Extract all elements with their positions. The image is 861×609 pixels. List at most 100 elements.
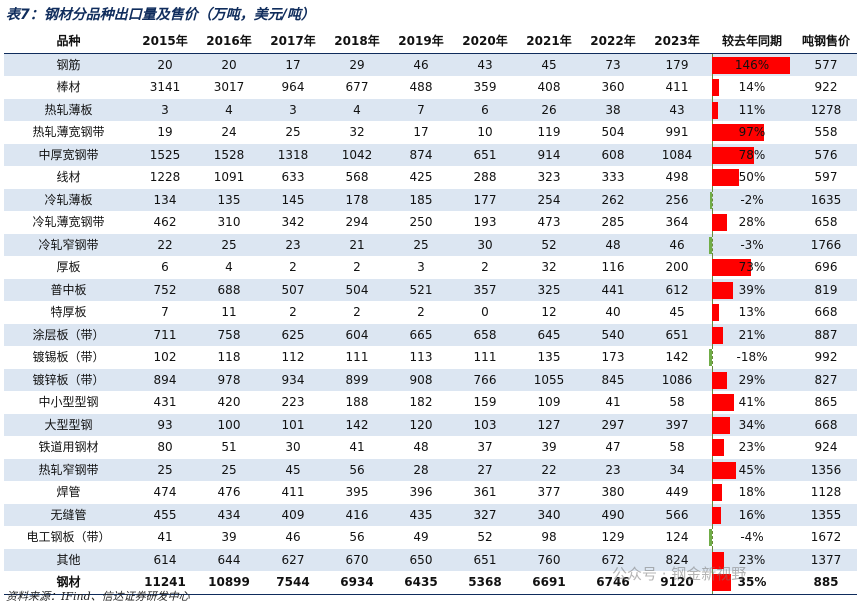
yoy-cell: 39%: [709, 278, 795, 301]
year-value-cell: 11241: [133, 571, 197, 595]
product-name-cell: 冷轧薄宽钢带: [32, 215, 105, 230]
yoy-value: -18%: [736, 350, 768, 365]
yoy-bar: [712, 326, 723, 344]
product-name-cell: 大型型钢: [44, 417, 93, 432]
year-value-cell: 73: [605, 57, 621, 72]
year-value-cell: 340: [537, 507, 561, 522]
yoy-bar: [712, 169, 739, 186]
yoy-bar: [712, 79, 719, 96]
year-value-cell: 109: [537, 395, 561, 410]
year-value-cell: 9120: [645, 571, 709, 595]
year-value-cell: 19: [157, 125, 173, 140]
year-value-cell: 425: [409, 170, 433, 185]
year-value-cell: 119: [537, 125, 561, 140]
year-value-cell: 651: [473, 147, 497, 162]
year-value-cell: 2: [289, 305, 297, 320]
yoy-bar: [712, 214, 727, 231]
year-value-cell: 10: [477, 125, 493, 140]
year-value-cell: 6934: [325, 571, 389, 595]
product-name-cell: 涂层板（带）: [32, 327, 105, 342]
product-name-cell: 热轧窄钢带: [38, 462, 99, 477]
year-value-cell: 25: [413, 237, 429, 252]
yoy-bar: [712, 146, 754, 164]
year-value-cell: 670: [345, 552, 369, 567]
year-value-cell: 188: [345, 395, 369, 410]
year-value-cell: 25: [285, 125, 301, 140]
year-value-cell: 395: [345, 485, 369, 500]
year-value-cell: 396: [409, 485, 433, 500]
year-value-cell: 294: [345, 215, 369, 230]
year-value-cell: 142: [345, 417, 369, 432]
year-value-cell: 103: [473, 417, 497, 432]
source-note: 资料来源：IFind、信达证券研发中心: [6, 590, 190, 603]
product-name-cell: 线材: [56, 170, 81, 185]
year-value-cell: 182: [409, 395, 433, 410]
yoy-cell: -2%: [709, 188, 795, 211]
header-cell: 2019年: [389, 30, 453, 54]
year-value-cell: 193: [473, 215, 497, 230]
product-name-cell: 中厚宽钢带: [38, 147, 99, 162]
year-value-cell: 32: [541, 260, 557, 275]
price-cell: 597: [814, 170, 838, 185]
yoy-value: 21%: [738, 327, 766, 342]
yoy-value: 35%: [737, 575, 767, 590]
table-row: 中小型型钢 431 420 223 188 182 159 109 41 58 41% 865: [4, 391, 857, 414]
year-value-cell: 625: [281, 327, 305, 342]
year-value-cell: 25: [157, 462, 173, 477]
year-value-cell: 1055: [533, 372, 565, 387]
year-value-cell: 26: [541, 102, 557, 117]
year-value-cell: 894: [153, 372, 177, 387]
year-value-cell: 342: [281, 215, 305, 230]
yoy-bar: [712, 304, 719, 321]
yoy-bar: [712, 124, 764, 141]
year-value-cell: 711: [153, 327, 177, 342]
year-value-cell: 688: [217, 282, 241, 297]
yoy-value: 13%: [738, 305, 766, 320]
yoy-cell: 78%: [709, 143, 795, 166]
header-cell: 2022年: [581, 30, 645, 54]
year-value-cell: 23: [285, 237, 301, 252]
year-value-cell: 100: [217, 417, 241, 432]
year-value-cell: 658: [473, 327, 497, 342]
year-value-cell: 490: [601, 507, 625, 522]
year-value-cell: 52: [541, 237, 557, 252]
year-value-cell: 159: [473, 395, 497, 410]
product-name-cell: 棒材: [56, 80, 81, 95]
product-name-cell: 无缝管: [50, 507, 87, 522]
table-row: 镀锌板（带） 894 978 934 899 908 766 1055 845 1086 29% 82…: [4, 368, 857, 391]
year-value-cell: 2: [289, 260, 297, 275]
year-value-cell: 177: [473, 192, 497, 207]
yoy-cell: 35%: [709, 571, 795, 595]
year-value-cell: 23: [605, 462, 621, 477]
yoy-value: 28%: [738, 215, 766, 230]
year-value-cell: 357: [473, 282, 497, 297]
table-row: 无缝管 455 434 409 416 435 327 340 490 566 16% 1355: [4, 503, 857, 526]
yoy-cell: 16%: [709, 503, 795, 526]
price-cell: 668: [814, 417, 838, 432]
year-value-cell: 49: [413, 530, 429, 545]
table-row: 电工钢板（带） 41 39 46 56 49 52 98 129 124 -4% 1672: [4, 526, 857, 549]
yoy-cell: -3%: [709, 233, 795, 256]
product-name-cell: 特厚板: [50, 305, 87, 320]
watermark: 公众号 · 钢金新视野: [612, 565, 747, 583]
year-value-cell: 498: [665, 170, 689, 185]
year-value-cell: 2: [481, 260, 489, 275]
year-value-cell: 651: [665, 327, 689, 342]
price-cell: 558: [814, 125, 838, 140]
year-value-cell: 135: [217, 192, 241, 207]
year-value-cell: 134: [153, 192, 177, 207]
year-value-cell: 4: [353, 102, 361, 117]
year-value-cell: 6: [481, 102, 489, 117]
year-value-cell: 145: [281, 192, 305, 207]
year-value-cell: 118: [217, 350, 241, 365]
table-row: 冷轧薄宽钢带 462 310 342 294 250 193 473 285 364 28% 658: [4, 211, 857, 234]
year-value-cell: 129: [601, 530, 625, 545]
yoy-value: 23%: [738, 552, 766, 567]
yoy-value: 14%: [738, 80, 766, 95]
table-row: 钢筋 20 20 17 29 46 43 45 73 179 146% 577: [4, 53, 857, 76]
year-value-cell: 27: [477, 462, 493, 477]
year-value-cell: 5368: [453, 571, 517, 595]
year-value-cell: 185: [409, 192, 433, 207]
year-value-cell: 504: [345, 282, 369, 297]
yoy-cell: 23%: [709, 436, 795, 459]
